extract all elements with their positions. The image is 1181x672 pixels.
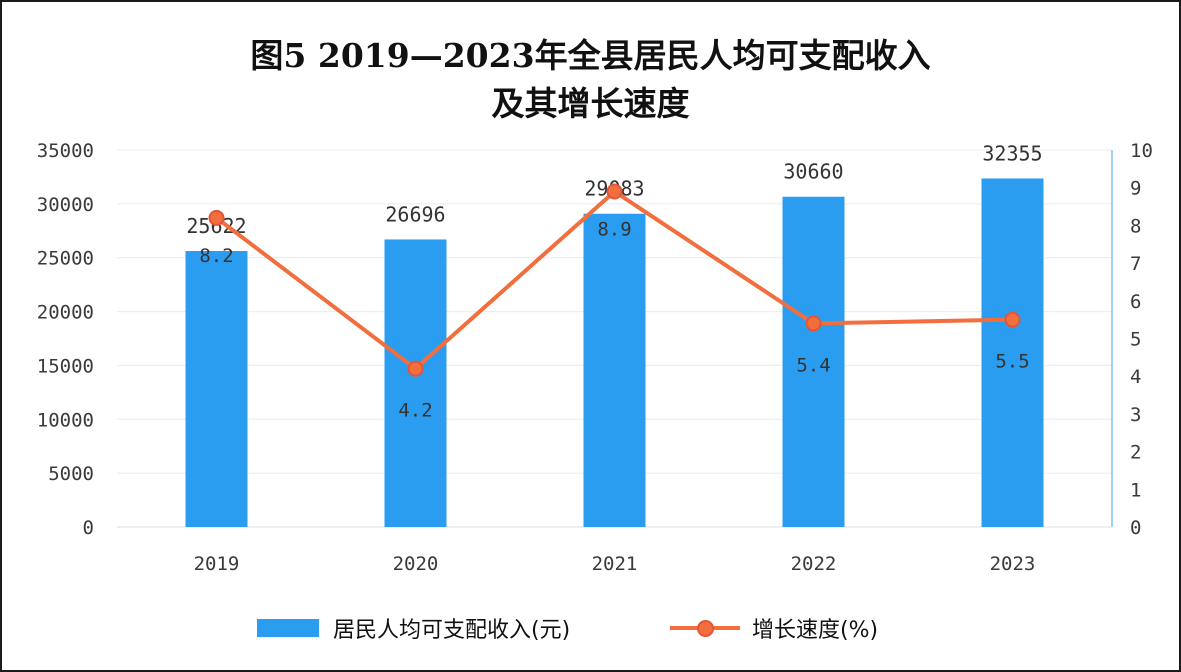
right-tick-label: 5 [1130, 329, 1141, 351]
right-tick-label: 0 [1130, 517, 1141, 539]
chart-title: 图5 2019—2023年全县居民人均可支配收入 及其增长速度 [2, 32, 1179, 128]
bar [185, 251, 248, 527]
right-tick-label: 6 [1130, 291, 1141, 313]
rate-value-label: 8.2 [199, 245, 233, 267]
right-tick-label: 10 [1130, 140, 1153, 162]
rate-value-label: 5.5 [995, 351, 1029, 373]
legend-item-income: 居民人均可支配收入(元) [257, 608, 570, 648]
right-tick-label: 7 [1130, 253, 1141, 275]
left-tick-label: 15000 [37, 355, 94, 377]
rate-value-label: 4.2 [398, 400, 432, 422]
bar [981, 178, 1044, 528]
bar-value-label: 26696 [385, 202, 445, 226]
bar [782, 196, 845, 528]
right-y-axis: 0 1 2 3 4 5 6 7 8 9 10 [1111, 140, 1153, 539]
right-tick-label: 8 [1130, 215, 1141, 237]
left-tick-label: 20000 [37, 302, 94, 324]
x-tick-label: 2021 [592, 553, 638, 575]
rate-value-label: 8.9 [597, 218, 631, 240]
x-tick-label: 2019 [194, 553, 240, 575]
rate-point [208, 209, 225, 226]
left-tick-label: 35000 [37, 140, 94, 162]
left-tick-label: 5000 [48, 463, 94, 485]
bar [583, 213, 646, 527]
rate-value-labels: 8.2 4.2 8.9 5.4 5.5 [199, 218, 1029, 421]
chart-title-line-1: 图5 2019—2023年全县居民人均可支配收入 [250, 36, 931, 75]
chart-title-line-2: 及其增长速度 [491, 84, 690, 123]
legend-label-rate: 增长速度(%) [752, 618, 879, 643]
right-tick-label: 2 [1130, 442, 1141, 464]
rate-point [407, 360, 424, 377]
right-tick-label: 9 [1130, 178, 1141, 200]
legend: 居民人均可支配收入(元) 增长速度(%) [2, 608, 1179, 648]
bar [384, 239, 447, 528]
rate-value-label: 5.4 [796, 354, 830, 376]
rate-line-series [208, 183, 1021, 377]
x-tick-label: 2022 [791, 553, 837, 575]
rate-point [805, 315, 822, 332]
left-tick-label: 25000 [37, 248, 94, 270]
rate-point [1004, 311, 1021, 328]
legend-label-income: 居民人均可支配收入(元) [333, 618, 571, 643]
legend-line-swatch [670, 618, 740, 638]
x-tick-label: 2023 [990, 553, 1036, 575]
bar-value-label: 32355 [982, 141, 1042, 165]
left-tick-label: 30000 [37, 194, 94, 216]
left-tick-label: 0 [83, 517, 94, 539]
x-tick-label: 2020 [393, 553, 439, 575]
legend-bar-swatch [257, 619, 319, 637]
right-tick-label: 4 [1130, 366, 1141, 388]
bar-value-label: 30660 [783, 160, 843, 184]
x-axis: 2019 2020 2021 2022 2023 [117, 526, 1112, 575]
left-y-axis: 0 5000 10000 15000 20000 25000 30000 35000 [37, 140, 94, 539]
bar-series [185, 178, 1044, 528]
left-tick-label: 10000 [37, 409, 94, 431]
right-tick-label: 3 [1130, 404, 1141, 426]
legend-item-rate: 增长速度(%) [670, 608, 878, 648]
right-tick-label: 1 [1130, 479, 1141, 501]
rate-point [606, 183, 623, 200]
